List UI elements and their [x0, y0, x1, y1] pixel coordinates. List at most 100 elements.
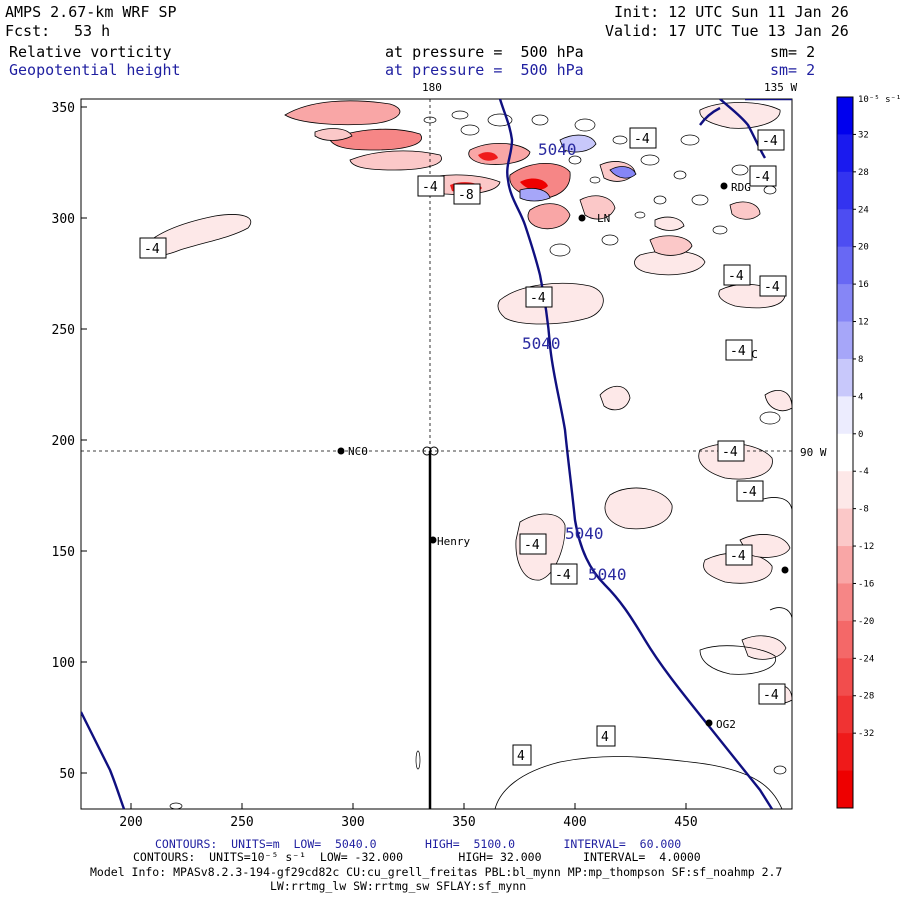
x-tick-label: 450 — [674, 815, 697, 830]
y-tick-label: 200 — [52, 434, 75, 449]
colorbar-tick-label: 12 — [858, 318, 869, 328]
colorbar-cell — [837, 658, 853, 697]
colorbar: 32 28 24 20 16 12 8 4 0 -4 -8 -12 -16 -20 -24 -28 -32 10… — [836, 95, 900, 809]
vort-label: -4 — [728, 269, 744, 284]
lon-label-180: 180 — [422, 81, 442, 94]
colorbar-tick-label: 4 — [858, 392, 863, 402]
field1-name: Relative vorticity — [9, 43, 172, 61]
vort-label: -4 — [555, 568, 571, 583]
vort-label: -4 — [722, 445, 738, 460]
field2-name: Geopotential height — [9, 61, 181, 79]
colorbar-cell — [837, 134, 853, 173]
x-tick-label: 300 — [341, 815, 364, 830]
station-rdg: RDG — [731, 181, 751, 194]
colorbar-tick-label: -24 — [858, 654, 874, 664]
colorbar-cell — [837, 321, 853, 360]
colorbar-cell — [837, 546, 853, 584]
y-tick-label: 150 — [52, 545, 75, 560]
vort-label: -4 — [730, 344, 746, 359]
axis-ticks — [81, 106, 687, 809]
colorbar-cell — [837, 583, 853, 622]
height-label-5040: 5040 — [522, 334, 561, 353]
colorbar-tick-label: -16 — [858, 579, 874, 589]
colorbar-cell — [837, 770, 853, 809]
vort-label: -4 — [754, 170, 770, 185]
init-time: Init: 12 UTC Sun 11 Jan 26 — [614, 3, 849, 21]
lon-label-90w: 90 W — [800, 446, 827, 459]
colorbar-cell — [837, 695, 853, 734]
x-tick-label: 250 — [230, 815, 253, 830]
footer-vort-contours: CONTOURS: UNITS=10⁻⁵ s⁻¹ LOW= -32.000 HI… — [133, 850, 701, 864]
vort-label: -4 — [763, 688, 779, 703]
y-tick-label: 50 — [59, 767, 75, 782]
x-tick-label: 200 — [119, 815, 142, 830]
vort-label: -4 — [422, 180, 438, 195]
colorbar-tick-label: -12 — [858, 542, 874, 552]
map-field-layer — [81, 99, 792, 809]
x-tick-label: 350 — [452, 815, 475, 830]
colorbar-tick-label: -32 — [858, 729, 874, 739]
colorbar-tick-label: 28 — [858, 168, 869, 178]
forecast-label: Fcst: — [5, 22, 51, 40]
crosshair-marker — [422, 446, 432, 456]
y-tick-label: 350 — [52, 101, 75, 116]
colorbar-tick-label: -20 — [858, 617, 874, 627]
height-label-5040: 5040 — [588, 565, 627, 584]
colorbar-cell — [837, 246, 853, 285]
vorticity-contour-rings — [169, 110, 787, 809]
colorbar-tick-label: -8 — [858, 505, 869, 515]
colorbar-cell — [837, 620, 853, 659]
field1-level: at pressure = 500 hPa — [385, 43, 584, 61]
field2-level: at pressure = 500 hPa — [385, 61, 584, 79]
field2-smoothing: sm= 2 — [770, 61, 816, 79]
colorbar-tick-label: 0 — [858, 430, 863, 440]
station-ln: LN — [597, 212, 610, 225]
field1-smoothing: sm= 2 — [770, 43, 816, 61]
colorbar-tick-label: 20 — [858, 243, 869, 253]
vort-label: 4 — [517, 749, 525, 764]
vort-label: -4 — [524, 538, 540, 553]
colorbar-tick-label: 8 — [858, 355, 863, 365]
colorbar-cell — [837, 284, 853, 323]
x-tick-label: 400 — [563, 815, 586, 830]
colorbar-tick-label: -28 — [858, 692, 874, 702]
vort-label: -4 — [530, 291, 546, 306]
colorbar-cell — [837, 171, 853, 210]
vort-label: -4 — [741, 485, 757, 500]
colorbar-cell — [837, 396, 853, 435]
vort-label: 4 — [601, 730, 609, 745]
y-tick-label: 300 — [52, 212, 75, 227]
positive-contours — [494, 497, 792, 809]
height-label-5040: 5040 — [565, 524, 604, 543]
colorbar-cell — [837, 508, 853, 547]
colorbar-cell — [837, 733, 853, 772]
station-henry: Henry — [437, 535, 470, 548]
model-title: AMPS 2.67-km WRF SP — [5, 3, 177, 21]
vort-label: -4 — [730, 549, 746, 564]
footer-model-info-2: LW:rrtmg_lw SW:rrtmg_sw SFLAY:sf_mynn — [270, 879, 527, 893]
station-nco: NCO — [348, 445, 368, 458]
lon-label-135w: 135 W — [764, 81, 797, 94]
colorbar-units: 10⁻⁵ s⁻¹ — [858, 95, 900, 105]
colorbar-tick-label: 16 — [858, 280, 869, 290]
vort-label: -4 — [762, 134, 778, 149]
colorbar-tick-label: -4 — [858, 467, 869, 477]
vort-label: -4 — [144, 242, 160, 257]
colorbar-frame — [836, 96, 854, 809]
vort-label: -4 — [634, 132, 650, 147]
colorbar-tick-label: 24 — [858, 205, 869, 215]
vort-label: -8 — [458, 188, 474, 203]
footer-height-contours: CONTOURS: UNITS=m LOW= 5040.0 HIGH= 5100… — [155, 837, 682, 851]
y-tick-label: 100 — [52, 656, 75, 671]
colorbar-tick-label: 32 — [858, 130, 869, 140]
colorbar-cell — [837, 358, 853, 397]
colorbar-cell — [837, 209, 853, 248]
footer-model-info: Model Info: MPASv8.2.3-194-gf29cd82c CU:… — [90, 865, 783, 879]
vort-label: -4 — [764, 280, 780, 295]
crosshair-lines — [81, 99, 792, 452]
colorbar-cell — [837, 97, 853, 135]
forecast-hours: 53 h — [74, 22, 111, 40]
colorbar-cell — [837, 471, 853, 510]
station-og2: OG2 — [716, 718, 736, 731]
